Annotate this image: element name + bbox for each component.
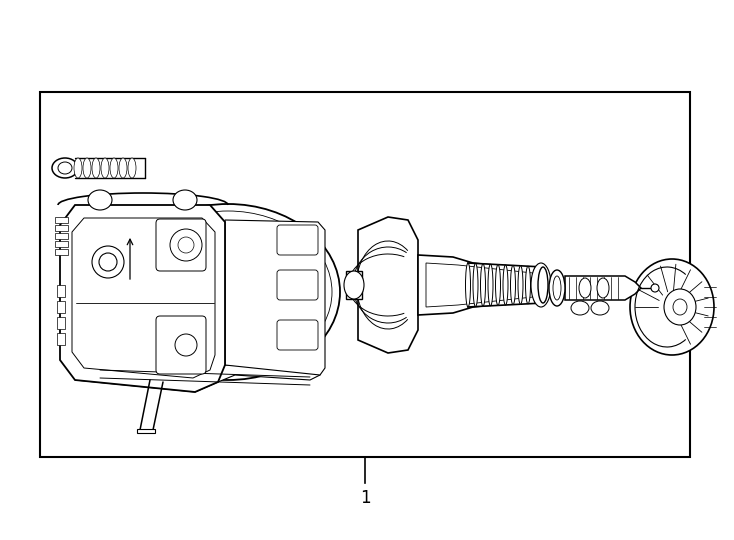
Ellipse shape [630, 259, 714, 355]
Ellipse shape [101, 158, 109, 178]
Ellipse shape [664, 289, 696, 325]
Ellipse shape [74, 158, 82, 178]
Ellipse shape [673, 299, 687, 315]
Ellipse shape [503, 265, 508, 305]
Ellipse shape [531, 263, 551, 307]
Polygon shape [55, 241, 68, 247]
Bar [346, 271, 362, 299]
FancyBboxPatch shape [277, 225, 318, 255]
Polygon shape [57, 285, 65, 297]
Polygon shape [358, 217, 418, 353]
Ellipse shape [83, 158, 91, 178]
Polygon shape [426, 263, 533, 307]
Ellipse shape [549, 270, 565, 306]
Ellipse shape [540, 267, 545, 303]
Ellipse shape [92, 246, 124, 278]
Ellipse shape [473, 264, 478, 307]
Ellipse shape [591, 301, 609, 315]
Ellipse shape [571, 301, 589, 315]
Ellipse shape [511, 265, 515, 305]
Polygon shape [57, 317, 65, 329]
Ellipse shape [99, 253, 117, 271]
Polygon shape [418, 255, 538, 315]
Ellipse shape [119, 158, 127, 178]
Ellipse shape [116, 204, 340, 380]
Ellipse shape [52, 158, 78, 178]
Ellipse shape [344, 271, 364, 299]
Ellipse shape [110, 158, 118, 178]
FancyBboxPatch shape [277, 270, 318, 300]
FancyBboxPatch shape [277, 320, 318, 350]
Ellipse shape [597, 278, 609, 298]
Bar [137, 429, 155, 433]
Polygon shape [468, 263, 543, 307]
Ellipse shape [533, 267, 538, 303]
Ellipse shape [124, 211, 332, 373]
Polygon shape [55, 249, 68, 255]
Ellipse shape [553, 276, 561, 300]
Ellipse shape [518, 266, 523, 304]
Ellipse shape [495, 265, 501, 306]
Polygon shape [55, 217, 68, 223]
Ellipse shape [579, 278, 591, 298]
Ellipse shape [651, 284, 659, 292]
Polygon shape [565, 276, 641, 300]
Ellipse shape [526, 266, 531, 304]
Ellipse shape [92, 158, 100, 178]
Ellipse shape [58, 162, 72, 174]
Ellipse shape [465, 263, 470, 307]
Ellipse shape [481, 264, 485, 306]
Ellipse shape [88, 190, 112, 210]
Polygon shape [57, 301, 65, 313]
Polygon shape [55, 233, 68, 239]
Polygon shape [72, 218, 215, 378]
Polygon shape [57, 333, 65, 345]
Ellipse shape [128, 158, 136, 178]
FancyBboxPatch shape [156, 219, 206, 271]
Polygon shape [75, 365, 320, 392]
Polygon shape [55, 225, 68, 231]
FancyBboxPatch shape [156, 316, 206, 374]
Ellipse shape [173, 190, 197, 210]
Text: 1: 1 [360, 489, 371, 507]
Ellipse shape [178, 237, 194, 253]
Ellipse shape [175, 334, 197, 356]
Ellipse shape [170, 229, 202, 261]
Polygon shape [60, 205, 225, 392]
Bar [40, 92, 690, 457]
Ellipse shape [538, 267, 548, 303]
Ellipse shape [488, 264, 493, 306]
Polygon shape [225, 220, 325, 375]
